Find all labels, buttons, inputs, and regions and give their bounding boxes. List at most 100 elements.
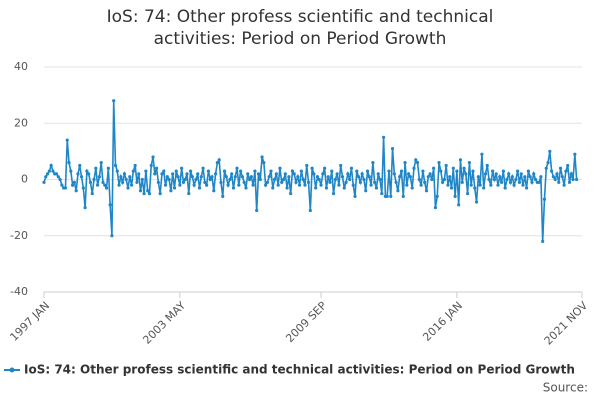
point (498, 175, 502, 179)
point (532, 172, 536, 176)
point (476, 175, 480, 179)
point (344, 180, 348, 184)
point (47, 169, 51, 173)
x-tick-label: 2021 NOV (542, 299, 591, 348)
point (399, 169, 404, 173)
point (92, 177, 96, 182)
point (537, 180, 541, 184)
point (79, 175, 84, 179)
point (503, 186, 507, 190)
point (373, 180, 377, 184)
point (380, 191, 384, 196)
point (351, 183, 355, 187)
point (128, 175, 132, 179)
point (205, 183, 209, 187)
point (317, 177, 321, 182)
point (557, 180, 561, 184)
point (231, 186, 236, 190)
point (65, 138, 69, 142)
point (83, 206, 87, 210)
point (96, 183, 100, 187)
point (405, 183, 409, 187)
point (106, 166, 110, 170)
point (192, 183, 196, 187)
point (423, 180, 427, 184)
point (142, 191, 146, 196)
point (517, 180, 522, 184)
x-tick-label: 2003 MAY (140, 299, 188, 347)
point (319, 183, 323, 187)
point (169, 189, 173, 193)
point (69, 169, 73, 173)
point (310, 166, 314, 170)
point (385, 194, 389, 198)
point (349, 166, 354, 170)
point (358, 180, 362, 184)
point (297, 183, 302, 187)
point (308, 208, 312, 213)
point (306, 180, 311, 184)
point (374, 186, 379, 190)
point (49, 163, 53, 168)
point (228, 177, 232, 182)
point (74, 189, 78, 193)
point (213, 172, 218, 176)
point (421, 169, 425, 173)
point (190, 175, 194, 179)
point (335, 172, 339, 176)
point (466, 191, 470, 196)
point (448, 175, 452, 179)
point (382, 135, 386, 139)
point (371, 161, 375, 165)
point (72, 180, 76, 184)
point (242, 180, 246, 184)
point (508, 180, 513, 184)
point (482, 186, 486, 190)
y-tick-label: 20 (14, 116, 28, 129)
point (90, 191, 94, 196)
source: Source: (543, 381, 588, 395)
point (67, 161, 71, 165)
point (353, 194, 357, 198)
point (330, 169, 334, 173)
point (153, 172, 157, 176)
point (340, 175, 345, 179)
point (283, 172, 287, 176)
point (162, 169, 166, 173)
point (155, 166, 159, 170)
point (539, 175, 543, 179)
point (394, 180, 398, 184)
point (451, 166, 455, 170)
point (183, 177, 187, 182)
point (428, 172, 432, 176)
point (458, 158, 463, 162)
point (414, 158, 418, 162)
chart-title: IoS: 74: Other profess scientific and te… (106, 7, 494, 49)
point (108, 203, 112, 207)
point (424, 189, 429, 193)
point (253, 169, 257, 173)
point (401, 194, 405, 198)
point (262, 161, 266, 165)
point (510, 175, 514, 179)
point (367, 175, 371, 179)
point (453, 194, 457, 198)
point (196, 172, 200, 176)
point (446, 183, 450, 187)
point (113, 163, 118, 168)
point (44, 175, 48, 179)
point (483, 172, 488, 176)
point (460, 180, 464, 184)
point (226, 183, 230, 187)
point (430, 177, 434, 182)
point (567, 180, 572, 184)
point (235, 166, 239, 170)
point (339, 163, 343, 168)
point (290, 169, 295, 173)
y-tick-label: -20 (10, 229, 28, 242)
point (480, 152, 484, 156)
point (303, 183, 307, 187)
point (212, 189, 216, 193)
point (187, 191, 191, 196)
point (542, 197, 547, 201)
